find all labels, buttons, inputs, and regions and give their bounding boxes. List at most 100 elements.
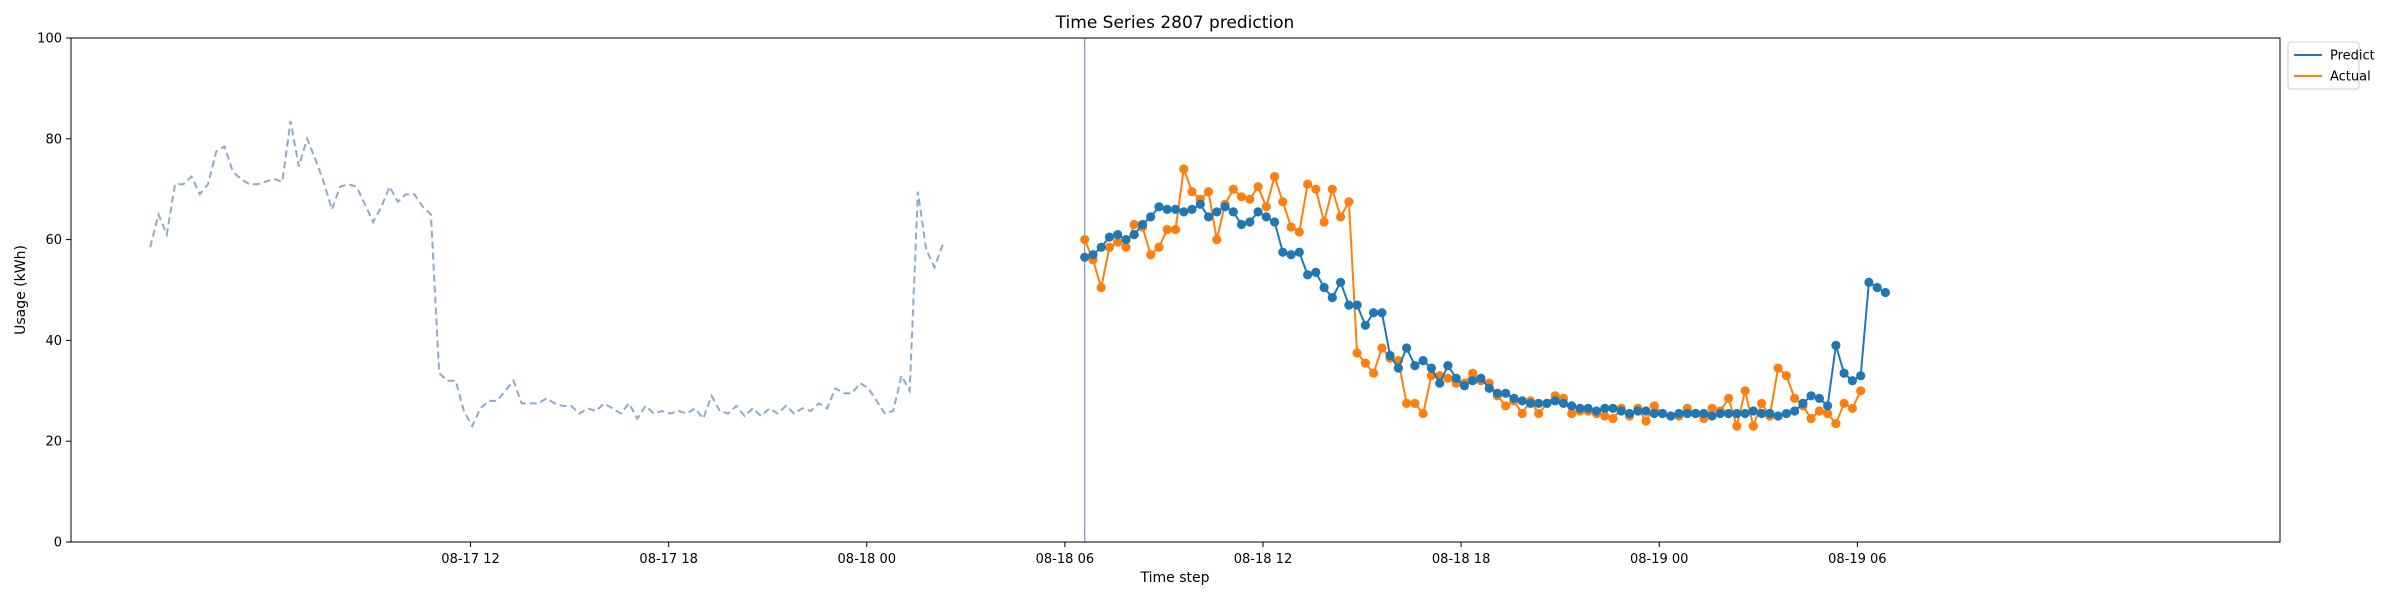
y-tick-label: 60 [45, 233, 62, 248]
actual-point [1831, 419, 1841, 429]
predict-point [1228, 207, 1238, 217]
predict-point [1823, 401, 1833, 411]
y-tick-label: 100 [37, 32, 62, 47]
y-tick-label: 20 [45, 435, 62, 450]
predict-point [1311, 267, 1321, 277]
predict-point [1484, 383, 1494, 393]
predict-point [1724, 408, 1734, 419]
actual-point [1203, 187, 1214, 197]
predict-point [1608, 403, 1618, 413]
predict-point [1369, 308, 1379, 318]
predict-point [1864, 277, 1874, 287]
predict-point [1203, 212, 1214, 222]
x-axis: 08-17 12 08-17 18 08-18 00 08-18 06 08-18 12… [441, 542, 1887, 567]
actual-point [1773, 363, 1783, 373]
actual-point [1253, 182, 1263, 192]
predict-point [1303, 270, 1313, 280]
predict-point [1162, 204, 1172, 214]
legend: Predict Actual [2287, 41, 2375, 90]
actual-point [1228, 184, 1238, 194]
x-tick-label: 08-17 12 [441, 552, 499, 567]
predict-point [1666, 411, 1676, 421]
predict-point [1847, 376, 1857, 386]
predict-point [1426, 363, 1436, 373]
actual-point [1839, 398, 1849, 408]
predict-point [1270, 217, 1280, 227]
predict-point [1534, 398, 1544, 408]
predict-point [1327, 293, 1337, 303]
actual-point [1649, 401, 1659, 411]
predict-point [1344, 300, 1354, 310]
predict-point [1459, 381, 1469, 391]
y-axis-label: Usage (kWh) [13, 245, 29, 335]
predict-point [1790, 406, 1800, 416]
predict-point [1575, 403, 1585, 413]
predict-point [1096, 242, 1106, 252]
x-tick-label: 08-19 00 [1630, 552, 1688, 567]
predict-point [1236, 219, 1247, 230]
predict-point [1253, 207, 1263, 217]
predict-point [1567, 401, 1577, 411]
predict-point [1154, 202, 1164, 212]
predict-point [1278, 247, 1288, 257]
predict-point [1220, 202, 1230, 212]
actual-point [1501, 401, 1511, 411]
actual-point [1270, 172, 1280, 182]
actual-point [1608, 413, 1618, 424]
predict-point [1633, 406, 1643, 416]
actual-point [1732, 421, 1742, 431]
predict-point [1831, 340, 1841, 350]
predict-point [1336, 277, 1346, 287]
predict-point [1765, 408, 1775, 419]
actual-point [1402, 398, 1412, 408]
actual-point [1352, 348, 1362, 358]
actual-point [1418, 408, 1428, 419]
actual-point [1286, 222, 1296, 232]
y-tick-label: 40 [45, 334, 62, 349]
predict-point [1674, 408, 1684, 419]
plot-frame [70, 37, 2281, 543]
actual-point [1096, 282, 1106, 293]
x-axis-label: Time step [1140, 570, 1210, 586]
predict-point [1286, 250, 1296, 260]
actual-point [1104, 242, 1115, 252]
actual-point [1236, 192, 1247, 202]
predict-point [1088, 250, 1098, 260]
predict-point [1509, 393, 1519, 403]
actual-point [1724, 393, 1734, 403]
predict-point [1195, 199, 1205, 209]
predict-point [1542, 398, 1552, 408]
predict-point [1550, 396, 1560, 406]
actual-point [1327, 184, 1337, 194]
predict-point [1121, 235, 1131, 245]
predict-point [1170, 204, 1181, 214]
predict-point [1435, 378, 1445, 388]
actual-point [1245, 194, 1255, 204]
actual-point [1146, 250, 1156, 260]
predict-point [1352, 300, 1362, 310]
actual-point [1740, 386, 1750, 396]
predict-point [1146, 212, 1156, 222]
y-tick-label: 0 [54, 536, 62, 551]
legend-label-predict: Predict [2330, 49, 2375, 64]
actual-point [1443, 373, 1453, 383]
predict-point [1591, 406, 1602, 416]
y-tick-label: 80 [45, 132, 62, 147]
predict-point [1319, 282, 1329, 293]
predict-point [1212, 207, 1222, 217]
plot-area [149, 38, 1890, 542]
predict-point [1443, 361, 1453, 371]
predict-point [1740, 408, 1750, 419]
actual-point [1360, 358, 1370, 368]
predict-point [1517, 396, 1527, 406]
actual-point [1212, 235, 1222, 245]
actual-point [1113, 237, 1123, 247]
actual-point [1517, 408, 1527, 419]
predict-point [1558, 398, 1569, 408]
predict-point [1402, 343, 1412, 353]
x-tick-label: 08-18 00 [838, 552, 896, 567]
legend-box [2287, 41, 2360, 90]
actual-point [1847, 403, 1857, 413]
x-tick-label: 08-17 18 [639, 552, 697, 567]
